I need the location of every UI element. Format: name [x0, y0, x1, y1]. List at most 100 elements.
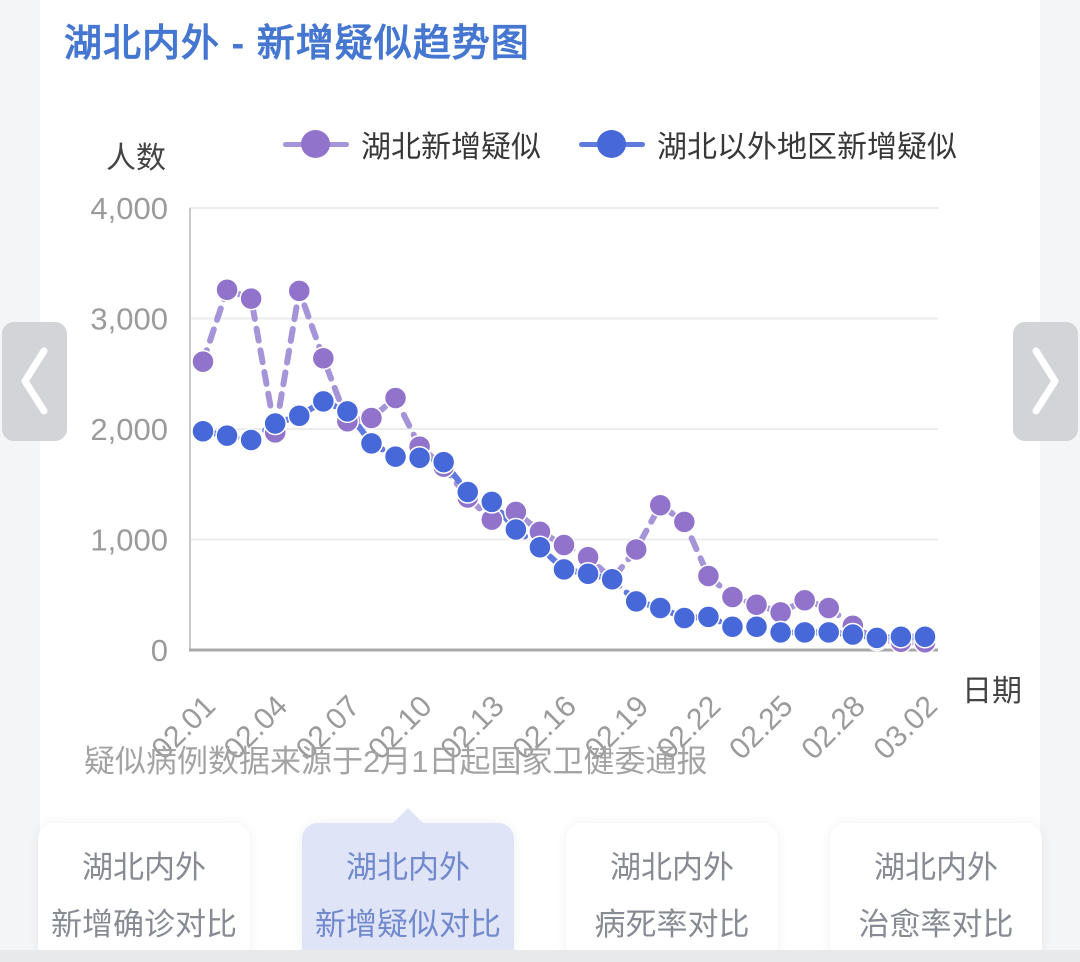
data-point-series-0 [335, 409, 360, 434]
bottom-divider [0, 950, 1080, 962]
y-tick-label: 3,000 [90, 302, 168, 337]
right-gutter [1040, 0, 1080, 962]
other-series-marker-icon [579, 129, 645, 159]
left-gutter [0, 0, 40, 962]
x-tick-label: 02.25 [723, 690, 799, 766]
data-point-series-0 [768, 600, 793, 625]
hubei-legend-dot [301, 130, 330, 158]
data-point-series-0 [504, 500, 528, 524]
x-tick-label: 03.02 [868, 690, 944, 766]
data-point-series-0 [215, 278, 239, 302]
data-point-series-0 [552, 533, 576, 557]
data-point-series-1 [624, 589, 648, 614]
prev-button[interactable] [2, 322, 67, 441]
y-axis-title: 人数 [106, 142, 166, 175]
tab-label-line2: 治愈率对比 [858, 906, 1014, 942]
tab-fatality-rate-compare[interactable]: 湖北内外 病死率对比 [566, 823, 778, 962]
tab-new-suspected-compare[interactable]: 湖北内外 新增疑似对比 [302, 808, 514, 962]
hubei-series-marker-icon [283, 129, 349, 159]
data-point-series-0 [480, 507, 504, 532]
data-point-series-1 [359, 431, 384, 456]
data-point-series-1 [383, 444, 408, 469]
data-point-series-0 [672, 510, 697, 534]
series-line-1 [200, 398, 928, 641]
data-point-series-0 [576, 545, 600, 569]
data-point-series-0 [263, 420, 287, 445]
data-point-series-0 [311, 346, 336, 371]
chart-legend: 湖北新增疑似 湖北以外地区新增疑似 [283, 122, 957, 166]
data-point-series-0 [528, 520, 552, 544]
data-point-series-0 [865, 627, 889, 652]
data-point-series-1 [696, 605, 721, 629]
data-point-series-0 [600, 567, 624, 592]
data-point-series-1 [768, 620, 793, 645]
data-point-series-1 [239, 428, 263, 452]
chart-tabbar: 湖北内外 新增确诊对比 湖北内外 新增疑似对比 湖北内外 病死率对比 湖北内外 … [38, 808, 1042, 962]
data-point-series-0 [407, 434, 432, 459]
next-button[interactable] [1013, 322, 1078, 441]
data-point-series-1 [431, 450, 456, 474]
data-point-series-0 [455, 485, 480, 510]
data-point-series-0 [431, 454, 456, 479]
data-point-series-1 [263, 411, 287, 436]
data-point-series-1 [215, 423, 239, 448]
chevron-left-icon [21, 347, 48, 415]
data-point-series-1 [504, 517, 528, 542]
data-point-series-1 [816, 620, 841, 645]
data-point-series-0 [624, 537, 648, 562]
chevron-right-icon [1032, 347, 1059, 415]
data-point-series-1 [672, 606, 697, 630]
page-title: 湖北内外 - 新增疑似趋势图 [64, 23, 530, 65]
data-point-series-1 [191, 419, 215, 443]
data-point-series-1 [455, 480, 480, 504]
tab-label-line1: 湖北内外 [82, 849, 206, 885]
data-point-series-1 [528, 535, 552, 559]
data-point-series-0 [913, 630, 937, 655]
data-source-note: 疑似病例数据来源于2月1日起国家卫健委通报 [84, 744, 708, 779]
data-point-series-0 [720, 585, 745, 609]
data-point-series-1 [407, 445, 432, 470]
y-tick-label: 4,000 [90, 191, 168, 226]
data-point-series-1 [889, 624, 913, 649]
tab-label-line1: 湖北内外 [874, 849, 998, 885]
legend-item-hubei: 湖北新增疑似 [283, 122, 541, 166]
data-point-series-0 [889, 629, 913, 654]
data-point-series-0 [648, 493, 673, 517]
legend-label-hubei: 湖北新增疑似 [361, 131, 541, 164]
data-point-series-1 [720, 615, 745, 639]
tab-label-line1: 湖北内外 [610, 849, 734, 885]
data-point-series-0 [816, 596, 841, 620]
data-point-series-1 [335, 399, 360, 424]
data-point-series-1 [792, 620, 817, 645]
data-point-series-0 [359, 406, 384, 430]
data-point-series-1 [648, 596, 673, 620]
y-tick-label: 0 [151, 633, 168, 668]
x-axis-title: 日期 [962, 675, 1022, 708]
tab-new-confirmed-compare[interactable]: 湖北内外 新增确诊对比 [38, 823, 250, 962]
tab-label-line2: 新增确诊对比 [51, 906, 237, 942]
data-point-series-1 [311, 389, 336, 414]
x-tick-label: 02.28 [795, 690, 871, 766]
tab-cure-rate-compare[interactable]: 湖北内外 治愈率对比 [830, 823, 1042, 962]
data-point-series-1 [552, 557, 576, 582]
data-point-series-1 [841, 622, 865, 647]
legend-item-other: 湖北以外地区新增疑似 [579, 122, 957, 166]
tab-label-line2: 病死率对比 [594, 906, 750, 942]
tab-label-line2: 新增疑似对比 [315, 906, 501, 942]
data-point-series-1 [480, 490, 504, 514]
data-point-series-0 [792, 588, 817, 613]
data-point-series-0 [744, 592, 769, 617]
data-point-series-1 [600, 567, 624, 592]
data-point-series-1 [913, 624, 937, 649]
data-point-series-1 [865, 626, 889, 650]
other-legend-dot [597, 130, 626, 158]
y-tick-label: 2,000 [90, 412, 168, 447]
data-point-series-0 [287, 279, 312, 303]
data-point-series-1 [287, 403, 312, 428]
data-point-series-0 [191, 349, 215, 374]
data-point-series-0 [841, 613, 865, 638]
series-line-0 [200, 286, 928, 646]
data-point-series-1 [744, 615, 769, 639]
data-point-series-0 [383, 386, 408, 410]
